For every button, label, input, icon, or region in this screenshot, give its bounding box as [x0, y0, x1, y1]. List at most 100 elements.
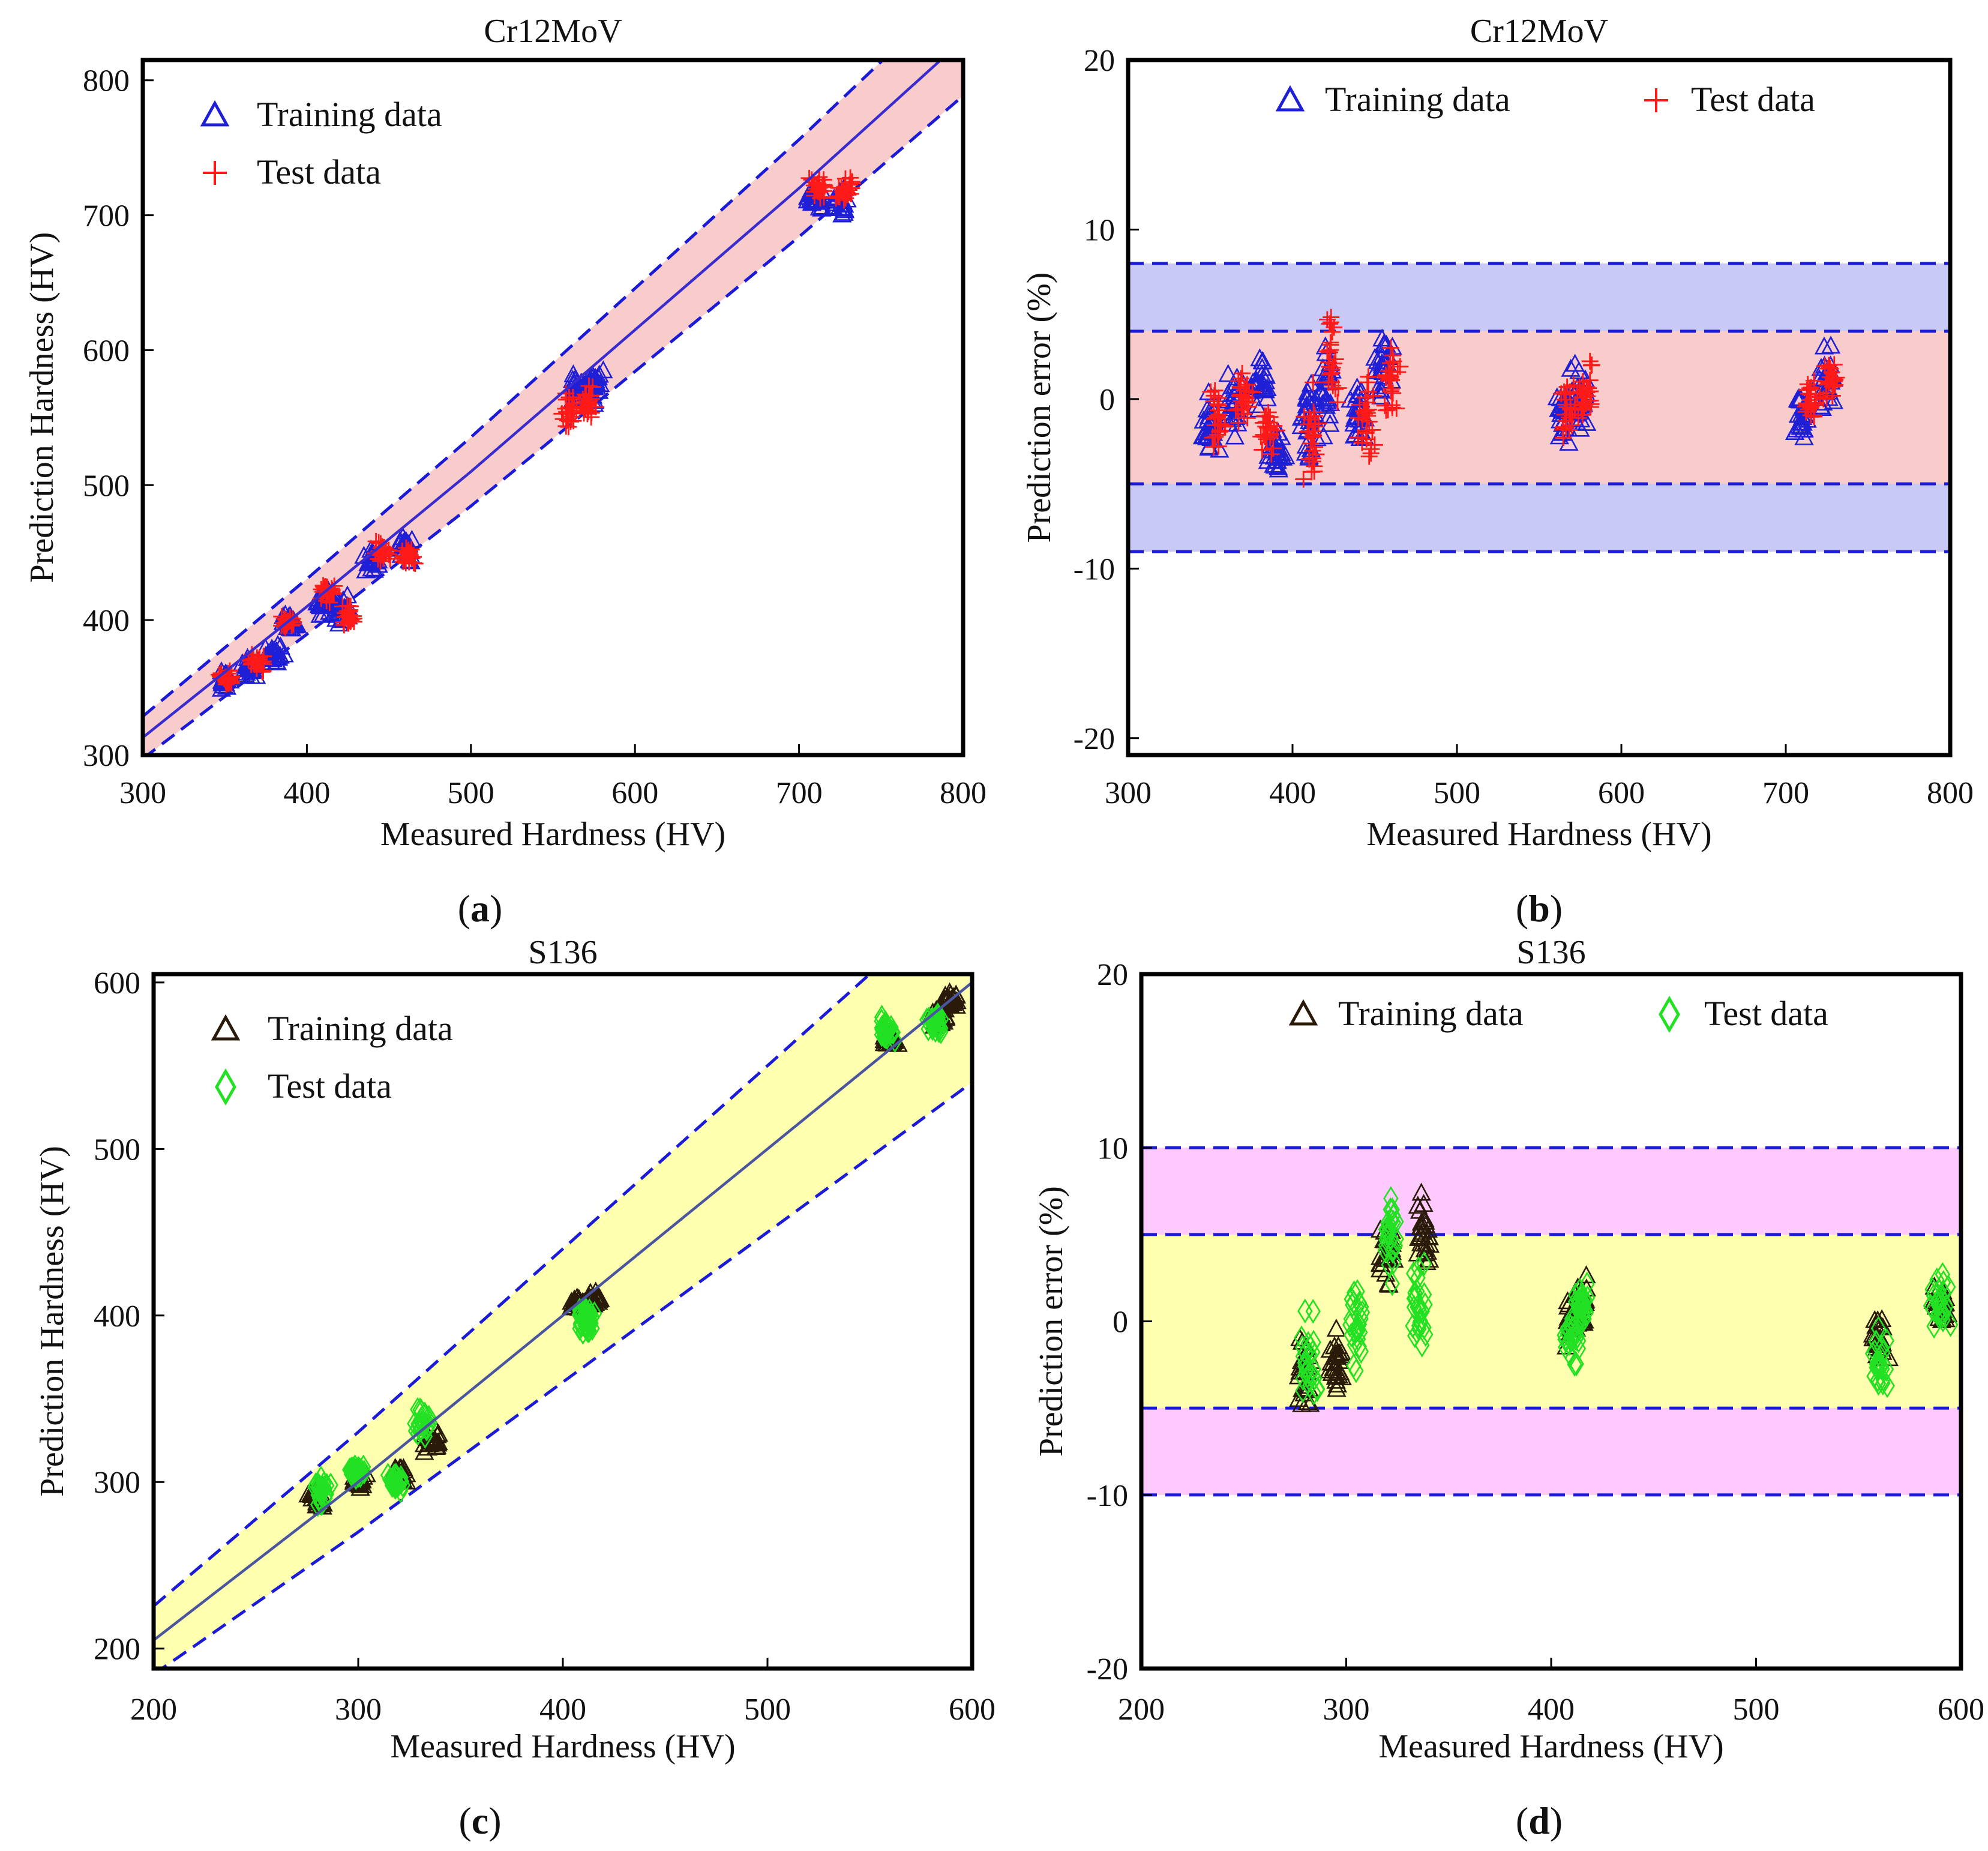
data-point: [1230, 414, 1248, 432]
y-tick-label: -20: [1074, 722, 1115, 756]
data-point: [1384, 1271, 1400, 1296]
x-tick-label: 500: [1434, 776, 1480, 810]
data-point: [343, 612, 360, 629]
data-point: [344, 610, 361, 628]
data-point: [1942, 1312, 1959, 1337]
data-point: [1306, 463, 1323, 480]
data-point: [589, 1286, 608, 1305]
x-axis-label: Measured Hardness (HV): [380, 816, 725, 853]
data-point: [1227, 402, 1245, 419]
data-point: [1329, 1343, 1349, 1361]
legend-label: Training data: [1325, 80, 1510, 119]
data-point: [1294, 1325, 1309, 1350]
data-point: [1383, 1186, 1399, 1211]
data-point: [1579, 1271, 1595, 1297]
y-tick-label: 10: [1084, 213, 1115, 247]
data-point: [1377, 369, 1395, 386]
data-point: [263, 640, 283, 659]
x-tick-label: 300: [335, 1693, 382, 1727]
x-tick-label: 600: [1938, 1693, 1984, 1727]
data-point: [1347, 377, 1367, 396]
x-tick-label: 800: [940, 776, 986, 810]
data-point: [816, 177, 833, 194]
data-point: [1376, 397, 1393, 414]
data-point: [1815, 390, 1832, 408]
data-point: [1305, 1299, 1321, 1324]
data-point: [343, 1461, 359, 1487]
panel-label: (d): [1516, 1799, 1563, 1842]
data-point: [1371, 1254, 1391, 1272]
confidence-band: [143, 60, 963, 755]
data-point: [1572, 1278, 1588, 1303]
data-point: [1381, 1218, 1396, 1244]
y-tick-label: 0: [1113, 1305, 1128, 1340]
data-point: [947, 991, 967, 1010]
x-tick-label: 500: [744, 1693, 791, 1727]
data-point: [1318, 311, 1336, 328]
data-point: [1297, 1350, 1313, 1376]
data-point: [1581, 372, 1599, 389]
data-point: [1583, 356, 1600, 373]
x-axis-label: Measured Hardness (HV): [1366, 816, 1711, 853]
data-point: [375, 547, 392, 565]
data-point: [1567, 1289, 1584, 1314]
upper-bound-line: [143, 60, 885, 718]
y-tick-label: 400: [94, 1299, 140, 1334]
data-point: [1801, 379, 1819, 397]
confidence-band: [154, 974, 972, 1669]
plot-area: [1141, 1146, 1961, 1497]
data-point: [1302, 411, 1320, 429]
data-point: [1255, 380, 1275, 399]
chart-title: Cr12MoV: [484, 13, 622, 50]
data-point: [1326, 1367, 1346, 1385]
data-point: [836, 170, 854, 187]
data-point: [1416, 1251, 1432, 1277]
data-point: [577, 386, 594, 403]
data-point: [560, 399, 578, 416]
data-point: [1410, 1265, 1426, 1290]
series-test: [307, 1002, 949, 1517]
data-point: [1382, 339, 1399, 357]
x-tick-label: 300: [119, 776, 166, 810]
data-point: [1411, 1256, 1426, 1281]
x-tick-label: 300: [1323, 1693, 1370, 1727]
y-tick-label: 600: [94, 966, 140, 1001]
data-point: [575, 1320, 591, 1345]
data-point: [884, 1019, 899, 1044]
data-point: [1381, 1215, 1396, 1240]
series-test: [1294, 1186, 1959, 1406]
data-point: [395, 1472, 410, 1498]
data-point: [578, 1313, 594, 1338]
data-point: [1824, 391, 1844, 409]
data-point: [427, 1436, 447, 1454]
legend-label: Test data: [257, 152, 381, 191]
data-point: [1341, 390, 1360, 408]
x-axis-label: Measured Hardness (HV): [1378, 1728, 1723, 1765]
data-point: [1255, 426, 1272, 444]
data-point: [1318, 343, 1336, 360]
data-point: [1867, 1310, 1888, 1329]
data-point: [1210, 397, 1228, 414]
y-tick-label: -20: [1087, 1652, 1128, 1687]
data-point: [1211, 423, 1228, 441]
fit-line: [143, 60, 943, 739]
data-point: [1360, 448, 1378, 465]
data-point: [1230, 372, 1247, 390]
data-point: [1925, 1297, 1941, 1322]
legend-marker: [211, 1014, 241, 1041]
data-point: [1332, 1342, 1351, 1361]
data-point: [1267, 451, 1287, 469]
data-point: [1306, 438, 1323, 456]
data-point: [1383, 1227, 1399, 1252]
data-point: [1879, 1328, 1895, 1353]
data-point: [876, 1019, 892, 1044]
data-point: [1197, 399, 1217, 418]
data-point: [1559, 432, 1579, 451]
data-point: [1412, 1310, 1428, 1335]
data-point: [1409, 1319, 1425, 1345]
fit-line: [154, 981, 972, 1642]
data-point: [1407, 1280, 1423, 1305]
data-point: [1218, 402, 1238, 420]
data-point: [931, 1008, 947, 1034]
data-point: [1302, 435, 1320, 452]
